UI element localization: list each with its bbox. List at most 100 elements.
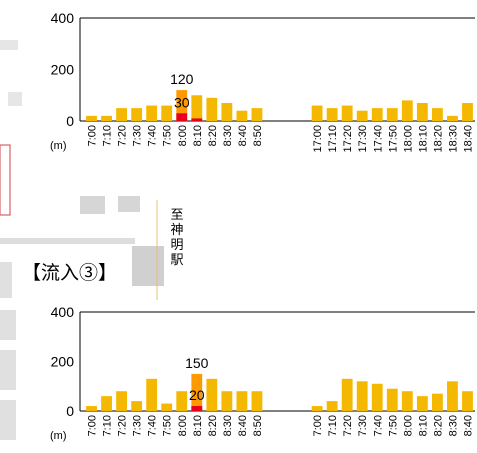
y-tick-label: 200 [51, 62, 75, 78]
x-tick-label: 17:10 [327, 125, 339, 153]
x-tick-label: 8:30 [222, 125, 234, 146]
x-tick-label: 8:10 [192, 415, 204, 436]
x-tick-label: 7:30 [357, 415, 369, 436]
x-tick-label: 8:40 [237, 415, 249, 436]
map-block [0, 238, 135, 244]
x-tick-label: 8:10 [417, 415, 429, 436]
bar [161, 105, 173, 121]
x-tick-label: 18:30 [447, 125, 459, 153]
bar [116, 108, 128, 121]
bar [116, 391, 128, 411]
x-tick-label: 8:30 [447, 415, 459, 436]
bar [447, 381, 458, 411]
bar [416, 396, 428, 411]
y-tick-label: 400 [51, 304, 75, 320]
bar [176, 90, 188, 121]
bar [86, 115, 97, 121]
x-tick-label: 7:50 [162, 125, 174, 146]
bar [131, 108, 143, 121]
x-tick-label: 8:50 [252, 125, 264, 146]
bar [401, 100, 413, 121]
map-block [0, 262, 12, 298]
data-label: 20 [189, 387, 205, 403]
bar [326, 108, 338, 121]
map-block [0, 310, 16, 340]
bar [341, 378, 353, 411]
bar-red [176, 113, 188, 121]
x-tick-label: 17:30 [357, 125, 369, 153]
chart-panel-bottom: 0 200 400 7:00 7:10 7:20 7:30 7:40 7:50 8:00 8:10 8… [20, 300, 477, 453]
bar [462, 391, 473, 411]
x-tick-label: 7:40 [147, 125, 159, 146]
x-tick-label: 7:10 [327, 415, 339, 436]
x-tick-label: 8:00 [177, 125, 189, 146]
data-label: 30 [174, 94, 190, 110]
x-tick-label: 7:40 [147, 415, 159, 436]
map-block [0, 400, 16, 440]
x-tick-label: 18:40 [462, 125, 474, 153]
x-tick-label: 7:30 [132, 415, 144, 436]
x-tick-label: 17:50 [387, 125, 399, 153]
x-tick-label: 8:50 [252, 415, 264, 436]
bar [251, 108, 263, 121]
bar [386, 108, 398, 121]
map-block [0, 350, 16, 390]
x-tick-label: 7:10 [102, 415, 114, 436]
x-tick-label: 8:00 [402, 415, 414, 436]
x-tick-label: 7:20 [117, 125, 129, 146]
x-tick-label: 7:20 [342, 415, 354, 436]
bar [431, 393, 443, 411]
bar [191, 373, 203, 411]
bar [101, 115, 112, 121]
x-tick-label: 7:30 [132, 125, 144, 146]
bar [161, 403, 173, 411]
bar [236, 391, 248, 411]
inflow-label: 【流入③】 [20, 258, 120, 285]
bar [447, 115, 458, 121]
y-tick-label: 0 [66, 113, 74, 129]
unit-label: (m) [50, 140, 67, 152]
map-block [0, 144, 11, 216]
x-tick-label: 17:20 [342, 125, 354, 153]
x-tick-label: 7:00 [87, 125, 99, 146]
x-tick-label: 8:40 [237, 125, 249, 146]
bar [146, 105, 158, 121]
bar [356, 110, 368, 121]
x-tick-label: 18:00 [402, 125, 414, 153]
x-tick-label: 7:40 [372, 415, 384, 436]
y-tick-label: 400 [51, 10, 75, 26]
x-tick-label: 8:40 [462, 415, 474, 436]
bar [206, 378, 218, 411]
x-tick-label: 7:10 [102, 125, 114, 146]
x-tick-label: 17:40 [372, 125, 384, 153]
bar [371, 383, 383, 411]
bar [251, 391, 263, 411]
bar [86, 406, 97, 411]
bar [191, 95, 203, 121]
x-tick-label: 8:20 [207, 415, 219, 436]
bar [221, 102, 233, 121]
map-block [132, 246, 164, 286]
x-tick-label: 7:50 [162, 415, 174, 436]
data-label: 150 [185, 355, 209, 371]
bar [371, 108, 383, 121]
bar [462, 102, 473, 121]
x-tick-label: 7:20 [117, 415, 129, 436]
bar [101, 396, 112, 411]
bar-red [191, 118, 203, 121]
x-tick-label: 7:00 [312, 415, 324, 436]
x-tick-label: 8:20 [432, 415, 444, 436]
x-tick-label: 8:20 [207, 125, 219, 146]
map-block [0, 40, 18, 50]
x-tick-label: 18:10 [417, 125, 429, 153]
x-tick-label: 8:00 [177, 415, 189, 436]
x-tick-label: 8:30 [222, 415, 234, 436]
destination-label: 至神明駅 [170, 207, 184, 267]
bar [131, 401, 143, 411]
y-tick-label: 0 [66, 403, 74, 419]
bar [206, 97, 218, 121]
map-block [8, 92, 22, 106]
data-label: 120 [170, 71, 194, 87]
